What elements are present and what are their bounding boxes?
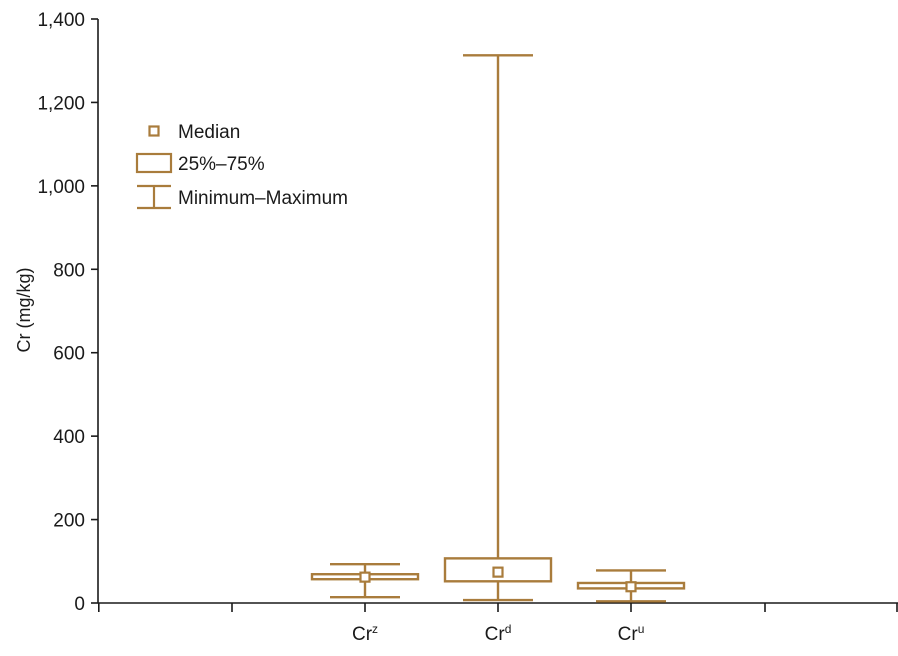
y-axis: 0 200 400 600 800 1,000 1,200 1,400	[37, 10, 99, 615]
y-tick-label: 0	[74, 594, 85, 615]
legend-label: 25%–75%	[178, 154, 265, 175]
boxes	[310, 54, 686, 603]
y-tick-label: 200	[53, 511, 85, 532]
y-tick-label: 1,000	[37, 177, 85, 198]
median-marker	[625, 581, 637, 593]
legend-label: Median	[178, 122, 240, 143]
legend-label: Minimum–Maximum	[178, 188, 348, 209]
y-tick-label: 400	[53, 427, 85, 448]
legend-item: Median	[148, 122, 240, 143]
y-tick-label: 1,400	[37, 10, 85, 31]
x-category-label: Crd	[485, 622, 512, 645]
y-tick-label: 600	[53, 344, 85, 365]
box-1	[310, 563, 420, 599]
box-2	[443, 54, 553, 602]
legend-item: 25%–75%	[135, 152, 265, 175]
legend-median-symbol	[148, 125, 160, 137]
legend-whisker-symbol	[137, 184, 171, 210]
x-axis: Crz Crd Cru	[98, 602, 898, 645]
legend-item: Minimum–Maximum	[137, 184, 348, 210]
y-tick-label: 800	[53, 260, 85, 281]
y-axis-title: Cr (mg/kg)	[14, 268, 34, 353]
x-category-label: Cru	[618, 622, 645, 645]
median-marker	[359, 571, 371, 583]
x-category-label: Crz	[352, 622, 378, 645]
y-tick-label: 1,200	[37, 93, 85, 114]
box-3	[576, 569, 686, 603]
legend-box-symbol	[135, 152, 173, 174]
legend: Median 25%–75% Minimum–Maximum	[135, 122, 348, 210]
median-marker	[492, 566, 504, 578]
